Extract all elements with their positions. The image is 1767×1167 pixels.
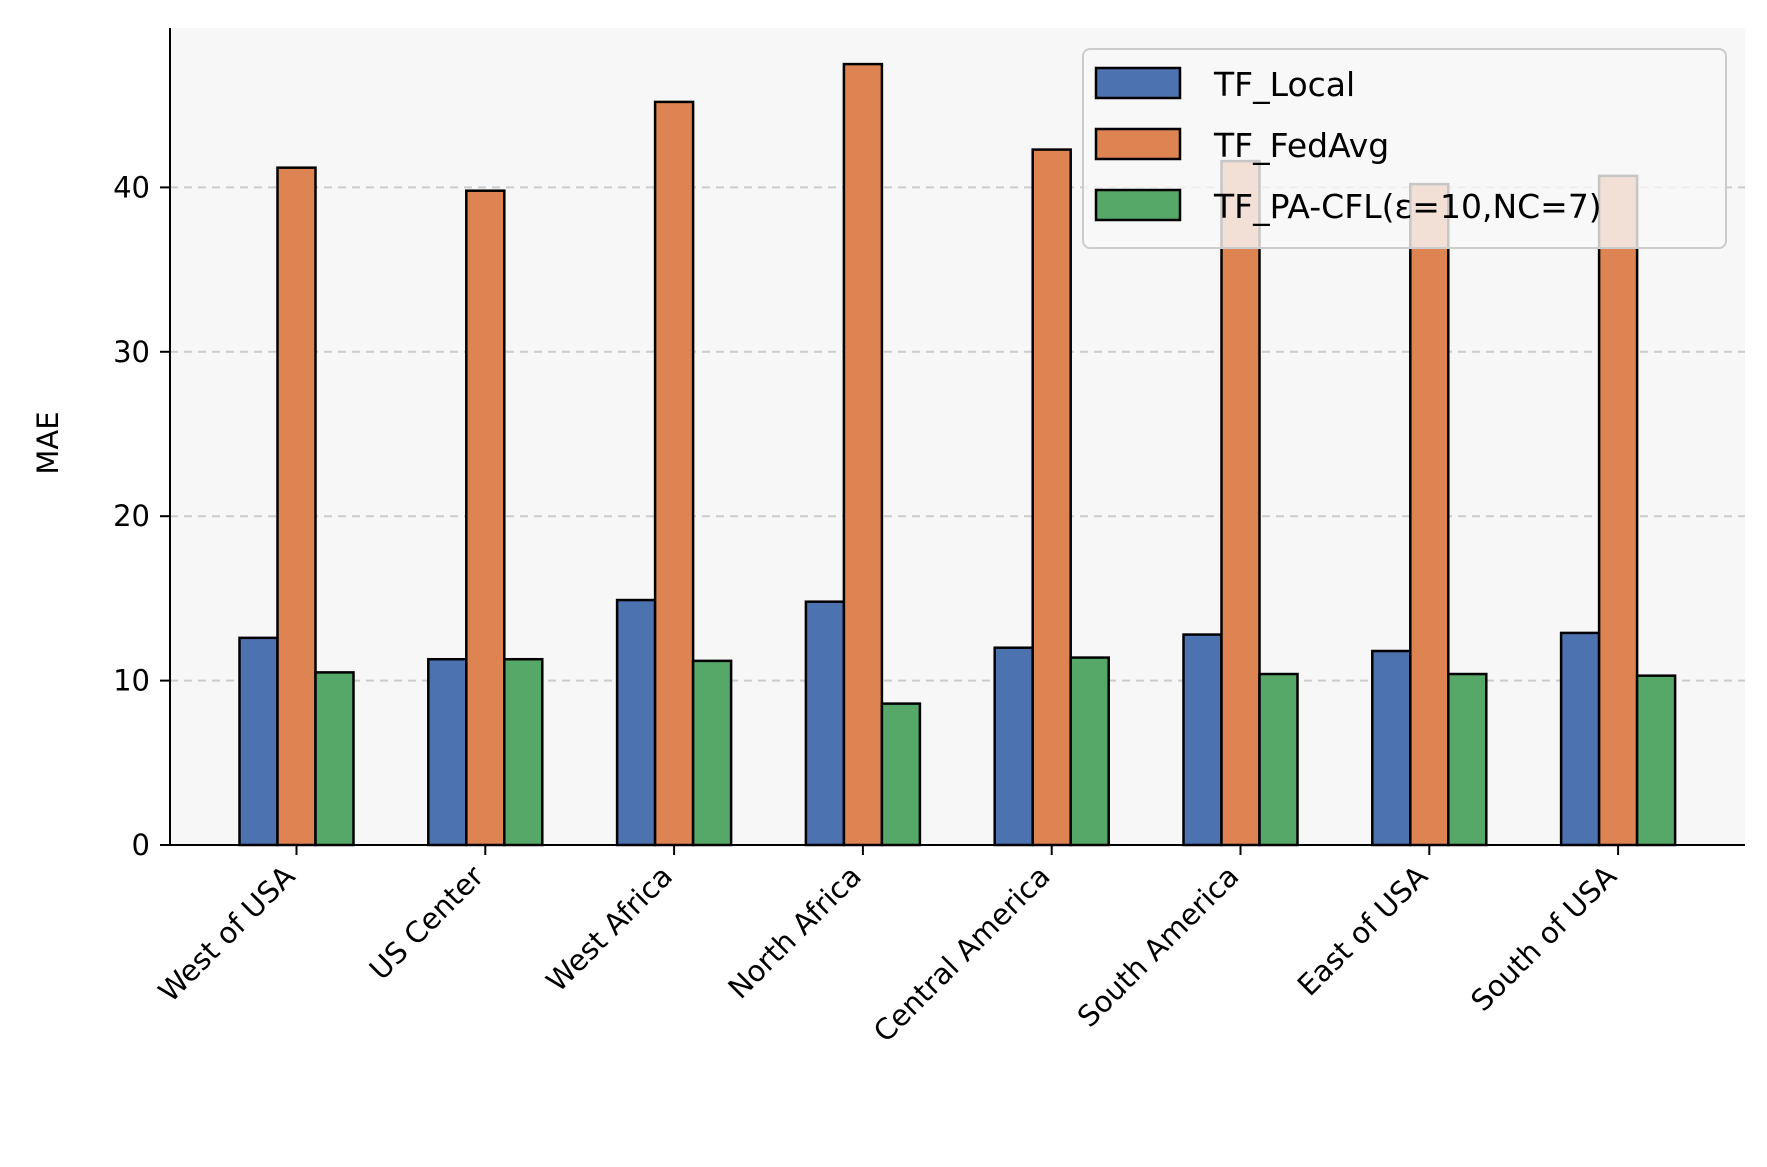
bar-tf-pa-cfl-10-nc-7-south-of-usa: [1635, 674, 1677, 847]
bar-tf-pa-cfl-10-nc-7-south-america: [1258, 672, 1299, 847]
legend-box: [1082, 48, 1727, 249]
grid-lines: [170, 186, 1745, 682]
bar-tf-fedavg-central-america: [1031, 148, 1072, 847]
bar-tf-fedavg-east-of-usa: [1409, 182, 1450, 847]
legend-swatch: [1094, 127, 1182, 161]
bar-tf-pa-cfl-10-nc-7-north-africa: [880, 702, 922, 847]
bar-tf-pa-cfl-10-nc-7-us-center: [503, 657, 544, 847]
bar-tf-fedavg-north-africa: [842, 62, 884, 847]
bar-tf-local-south-america: [1182, 633, 1223, 847]
y-tick-label: 40: [113, 170, 150, 204]
bar-tf-fedavg-west-africa: [653, 100, 695, 847]
legend: TF_Local TF_FedAvg TF_PA-CFL(ε=10,NC=7): [1082, 48, 1727, 249]
bar-tf-local-central-america: [993, 646, 1034, 847]
bar-tf-local-south-of-usa: [1559, 631, 1601, 847]
bar-tf-fedavg-us-center: [465, 189, 506, 847]
bar-series: [238, 62, 1677, 847]
legend-swatch: [1094, 66, 1182, 100]
bar-tf-fedavg-west-of-usa: [276, 166, 317, 847]
x-tick-label: East of USA: [1291, 859, 1435, 1003]
bar-tf-pa-cfl-10-nc-7-west-of-usa: [314, 671, 355, 847]
x-tick-label: South America: [1071, 859, 1246, 1034]
y-tick-label: 10: [113, 664, 150, 698]
bar-tf-local-east-of-usa: [1371, 649, 1412, 847]
y-tick-label: 30: [113, 335, 150, 369]
bar-tf-fedavg-south-america: [1220, 159, 1261, 847]
bar-tf-local-west-africa: [615, 598, 657, 847]
legend-label: TF_Local: [1213, 65, 1355, 104]
y-tick-label: 0: [132, 828, 150, 862]
bar-tf-pa-cfl-10-nc-7-west-africa: [691, 659, 733, 847]
x-tick-label: West of USA: [152, 859, 302, 1009]
bar-tf-pa-cfl-10-nc-7-east-of-usa: [1447, 672, 1488, 847]
x-tick-label: South of USA: [1464, 859, 1623, 1018]
y-tick-label: 20: [113, 499, 150, 533]
legend-label: TF_PA-CFL(ε=10,NC=7): [1213, 187, 1602, 226]
y-axis-ticks: 0 10 20 30 40: [113, 170, 170, 862]
x-tick-label: North Africa: [721, 859, 867, 1005]
legend-swatch: [1094, 188, 1182, 222]
bar-tf-local-us-center: [427, 657, 468, 847]
x-tick-label: US Center: [363, 859, 491, 987]
legend-label: TF_FedAvg: [1213, 126, 1389, 165]
x-axis-ticks: West of USA US Center West Africa North Afr…: [152, 845, 1623, 1049]
x-tick-label: West Africa: [540, 859, 679, 998]
y-axis-label: MAE: [31, 411, 65, 474]
x-tick-label: Central America: [867, 859, 1057, 1049]
bar-tf-fedavg-south-of-usa: [1597, 174, 1639, 847]
bar-tf-local-north-africa: [804, 600, 846, 847]
bar-tf-pa-cfl-10-nc-7-central-america: [1069, 656, 1110, 847]
bar-tf-local-west-of-usa: [238, 636, 279, 847]
